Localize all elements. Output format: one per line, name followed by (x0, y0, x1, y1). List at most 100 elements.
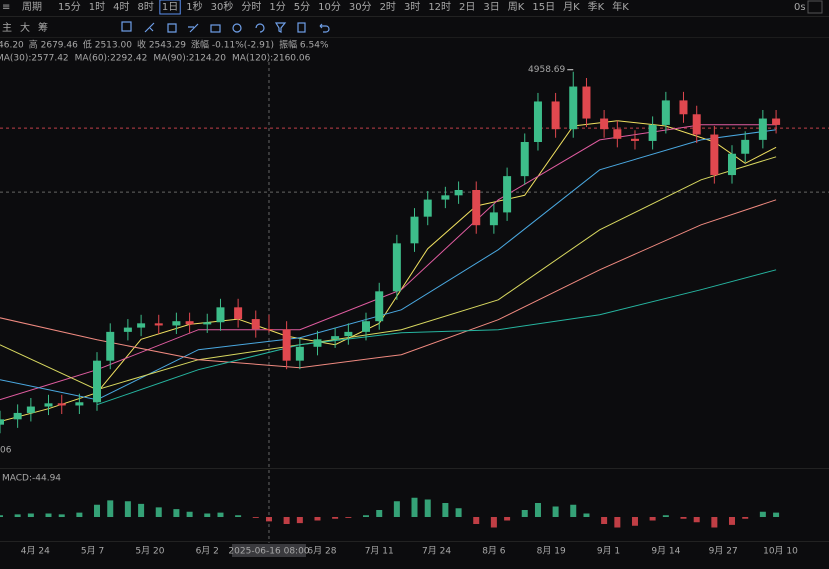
macd-bar (473, 517, 480, 524)
period-button[interactable]: 5分 (294, 1, 310, 13)
candle-body (613, 129, 622, 139)
macd-bar (332, 517, 339, 519)
indicator-button[interactable]: 筹 (38, 21, 48, 34)
candle-body (741, 139, 750, 154)
x-tick-label: 9月 14 (651, 546, 680, 557)
candle-body (727, 153, 736, 176)
period-button[interactable]: 季K (588, 1, 605, 13)
macd-bar (76, 512, 83, 517)
info-field: 振幅 6.54% (279, 39, 329, 51)
divider (0, 37, 829, 38)
macd-bar (252, 517, 259, 518)
macd-bar (173, 509, 180, 517)
candle-body (569, 86, 578, 130)
period-button[interactable]: 15分 (58, 1, 81, 13)
candle-body (251, 319, 260, 330)
period-button[interactable]: 2日 (459, 2, 475, 13)
candle-body (172, 321, 181, 326)
macd-bar (728, 517, 735, 525)
candle-body (154, 323, 163, 326)
indicator-button[interactable]: 大 (20, 21, 30, 34)
candle-body (106, 331, 115, 361)
period-button[interactable]: 周K (508, 1, 525, 13)
period-button[interactable]: 年K (612, 0, 629, 13)
divider (0, 16, 829, 17)
macd-bar (265, 517, 272, 522)
candle-body (57, 403, 66, 406)
ma-legend: MA(120):2160.06 (232, 54, 311, 64)
macd-bar (362, 515, 369, 517)
macd-bar (235, 515, 242, 517)
period-button[interactable]: 3日 (483, 2, 499, 13)
x-tick-label: 9月 27 (709, 546, 738, 557)
period-button[interactable]: 4时 (113, 1, 129, 13)
period-button[interactable]: 30秒 (211, 0, 234, 13)
period-button[interactable]: 分时 (241, 1, 261, 13)
ma-line (0, 124, 777, 401)
macd-bar (45, 513, 52, 517)
macd-bar (155, 507, 162, 517)
drawing-tools[interactable] (121, 21, 330, 33)
period-button[interactable]: 1秒 (186, 0, 202, 13)
macd-bar (442, 503, 449, 517)
macd-bar (0, 515, 3, 517)
candle-body (410, 216, 419, 244)
x-tick-label: 6月 28 (307, 546, 336, 557)
period-button[interactable]: 2时 (380, 1, 396, 13)
menu-icon: ≡ (2, 2, 10, 13)
period-button[interactable]: 15日 (532, 2, 555, 13)
info-field: 收 2543.29 (137, 39, 186, 51)
candle-body (344, 331, 353, 337)
x-tick-label: 9月 1 (597, 546, 620, 557)
macd-bar (296, 517, 303, 524)
period-button[interactable]: 周期 (22, 1, 42, 13)
high-label: 4958.69 (528, 65, 565, 75)
candle-body (710, 134, 719, 176)
ma-line (0, 120, 777, 422)
period-button[interactable]: 1时 (89, 1, 105, 13)
macd-bar (534, 503, 541, 517)
period-button[interactable]: 月K (563, 1, 580, 13)
candle-body (375, 291, 384, 322)
indicator-button[interactable]: 主 (2, 22, 12, 34)
macd-bar (138, 503, 145, 517)
macd-bar (649, 517, 656, 521)
period-button[interactable]: 30分 (349, 1, 372, 13)
period-button[interactable]: 1日 (162, 2, 178, 13)
speed-box[interactable] (807, 0, 823, 14)
candle-body (551, 101, 560, 130)
candle-body (295, 346, 304, 361)
macd-bar (27, 513, 34, 517)
period-button[interactable]: 3时 (404, 1, 420, 13)
candle-body (533, 101, 542, 142)
candle-body (234, 307, 243, 320)
macd-bar (204, 513, 211, 517)
macd-bar (376, 510, 383, 517)
period-button[interactable]: 10分 (318, 1, 341, 13)
candle-body (582, 86, 591, 119)
x-tick-label: 8月 6 (482, 546, 506, 557)
period-button[interactable]: 8时 (137, 1, 153, 13)
x-tick-label: 7月 11 (365, 546, 394, 557)
macd-bar (455, 508, 462, 517)
x-tick-label: 8月 19 (537, 546, 566, 557)
x-tick-label: 10月 10 (763, 546, 798, 557)
macd-bar (490, 517, 497, 528)
ma-line (96, 269, 777, 406)
macd-bar (14, 514, 21, 517)
ma-legend: MA(60):2292.42 (75, 54, 148, 64)
macd-bar (662, 515, 669, 517)
info-field: 46.20 (0, 41, 24, 51)
candle-body (331, 336, 340, 340)
low-label: 06 (0, 446, 12, 456)
info-field: 高 2679.46 (29, 39, 78, 51)
x-tick-label: 5月 20 (135, 546, 164, 557)
ma-line (0, 199, 777, 369)
macd-label: MACD:-44.94 (2, 474, 61, 484)
macd-bar (314, 517, 321, 521)
period-button[interactable]: 1分 (269, 1, 285, 13)
candle-body (282, 329, 291, 361)
period-button[interactable]: 12时 (428, 1, 451, 13)
